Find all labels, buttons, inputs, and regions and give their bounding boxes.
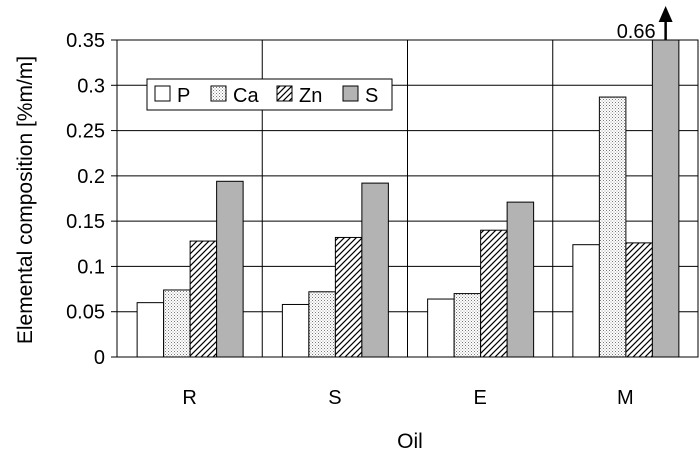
arrow-up-icon bbox=[658, 6, 673, 22]
y-tick-label: 0.1 bbox=[77, 256, 105, 278]
x-tick-label: S bbox=[328, 387, 341, 409]
y-axis-ticks: 0 0.05 0.1 0.15 0.2 0.25 0.3 0.35 bbox=[66, 30, 117, 369]
legend-swatch-s bbox=[342, 85, 359, 102]
bar-zn-e bbox=[480, 229, 508, 358]
y-tick-label: 0.3 bbox=[77, 75, 105, 97]
legend-label-p: P bbox=[177, 85, 190, 107]
bar-p-e bbox=[427, 298, 455, 358]
bar-s-m bbox=[651, 39, 680, 358]
x-axis-label: Oil bbox=[397, 430, 423, 449]
x-tick-label: E bbox=[473, 387, 486, 409]
x-tick-label: M bbox=[617, 387, 634, 409]
legend-swatch-ca bbox=[210, 85, 227, 102]
legend-swatch-zn bbox=[276, 85, 293, 102]
bar-p-r bbox=[136, 302, 165, 358]
y-tick-label: 0.05 bbox=[66, 302, 105, 324]
annotation-group: 0.66 bbox=[617, 6, 673, 43]
legend-label-zn: Zn bbox=[299, 85, 322, 107]
x-tick-label: R bbox=[182, 387, 196, 409]
plot-area-frame bbox=[116, 39, 699, 358]
annotation-label: 0.66 bbox=[617, 21, 656, 43]
y-tick-label: 0.15 bbox=[66, 211, 105, 233]
bar-s-r bbox=[216, 180, 244, 358]
bar-zn-m bbox=[625, 242, 653, 358]
legend-swatch-p bbox=[154, 85, 171, 102]
bar-s-e bbox=[506, 201, 535, 358]
bar-p-s bbox=[281, 303, 310, 358]
bar-zn-r bbox=[189, 240, 218, 358]
bar-ca-r bbox=[163, 289, 191, 358]
legend: P Ca Zn S bbox=[146, 78, 393, 111]
bar-p-m bbox=[572, 244, 600, 358]
bars-group bbox=[136, 39, 680, 358]
legend-label-ca: Ca bbox=[233, 85, 259, 107]
y-tick-label: 0.25 bbox=[66, 121, 105, 143]
bar-ca-s bbox=[308, 291, 336, 358]
y-axis-label: Elemental composition [%m/m] bbox=[14, 56, 37, 344]
y-tick-label: 0 bbox=[94, 347, 105, 369]
y-tick-label: 0.35 bbox=[66, 30, 105, 52]
bar-zn-s bbox=[334, 236, 363, 358]
legend-label-s: S bbox=[365, 85, 378, 107]
y-tick-label: 0.2 bbox=[77, 166, 105, 188]
bar-ca-e bbox=[453, 293, 482, 358]
bar-s-s bbox=[361, 182, 389, 358]
bar-ca-m bbox=[598, 96, 627, 358]
